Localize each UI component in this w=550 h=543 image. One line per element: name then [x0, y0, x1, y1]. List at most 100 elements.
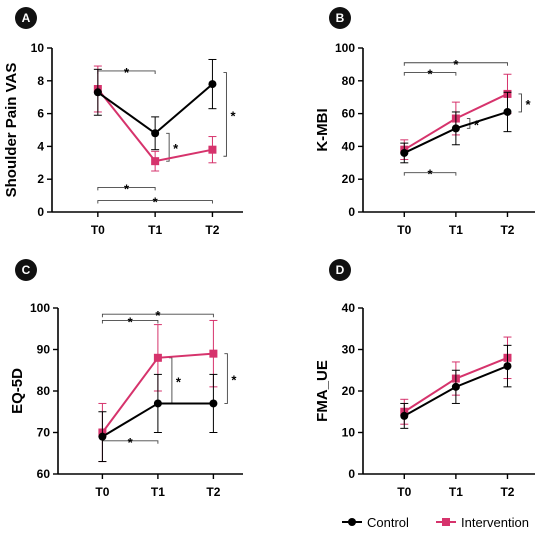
y-axis-label: K-MBI	[314, 108, 331, 151]
data-point	[151, 157, 160, 166]
significance-bracket	[101, 313, 214, 318]
legend: Control Intervention	[342, 515, 529, 530]
significance-star: *	[230, 108, 236, 123]
y-axis-label: Shoulder Pain VAS	[3, 63, 20, 198]
data-point	[98, 432, 107, 441]
significance-bracket	[403, 72, 457, 76]
panel-d: D 0 10 20 30 40 T0 T1 T2 FMA_UE	[314, 259, 535, 499]
panel-badge	[329, 259, 351, 281]
data-point	[400, 411, 409, 420]
significance-star: *	[231, 373, 237, 388]
y-tick-label: 0	[348, 467, 355, 481]
significance-bracket	[97, 186, 156, 191]
significance-star: *	[124, 181, 130, 196]
panel-letter: A	[22, 11, 31, 25]
y-tick-label: 10	[342, 426, 356, 440]
legend-item-intervention: Intervention	[436, 515, 529, 530]
x-tick-label: T0	[91, 223, 105, 237]
significance-star: *	[128, 435, 134, 450]
significance-bracket	[403, 172, 457, 176]
y-tick-label: 8	[37, 74, 44, 88]
series-control	[400, 91, 512, 164]
panel-letter: C	[22, 263, 31, 277]
x-tick-label: T0	[397, 485, 411, 499]
significance-star: *	[153, 195, 159, 210]
data-point	[503, 362, 512, 371]
x-tick-label: T1	[151, 485, 165, 499]
y-tick-label: 40	[342, 139, 356, 153]
y-tick-label: 100	[335, 41, 355, 55]
significance-star: *	[474, 117, 480, 132]
data-point	[209, 349, 218, 358]
x-tick-label: T1	[449, 485, 463, 499]
y-tick-label: 20	[342, 384, 356, 398]
legend-label: Control	[367, 515, 409, 530]
y-tick-label: 100	[30, 301, 50, 315]
data-point	[451, 124, 460, 133]
data-point	[208, 80, 217, 89]
data-point	[451, 382, 460, 391]
y-axis-label: FMA_UE	[314, 360, 331, 422]
panel-letter: B	[336, 11, 345, 25]
legend-marker	[442, 518, 450, 526]
significance-star: *	[428, 67, 434, 82]
significance-star: *	[124, 65, 130, 80]
panel-a: A 0 2 4 6 8 10 T0 T1 T2 Shoulder Pain VAS * * * * *	[3, 7, 243, 237]
significance-bracket-vertical	[223, 72, 227, 157]
panel-c: C 60 70 80 90 100 T0 T1 T2 EQ-5D * * * * *	[9, 259, 243, 499]
x-tick-label: T2	[500, 485, 514, 499]
y-tick-label: 80	[37, 384, 51, 398]
legend-item-control: Control	[342, 515, 409, 530]
y-tick-label: 70	[37, 426, 51, 440]
panel-badge	[329, 7, 351, 29]
data-point	[400, 148, 409, 157]
significance-star: *	[155, 308, 161, 323]
series-control	[98, 373, 218, 463]
x-tick-label: T0	[95, 485, 109, 499]
y-tick-label: 0	[37, 205, 44, 219]
significance-bracket	[403, 62, 508, 66]
significance-star: *	[128, 314, 134, 329]
significance-bracket	[97, 200, 213, 204]
y-tick-label: 80	[342, 74, 356, 88]
y-tick-label: 4	[37, 139, 44, 153]
data-point	[151, 129, 160, 138]
y-tick-label: 40	[342, 301, 356, 315]
series-control	[400, 344, 512, 429]
x-tick-label: T0	[397, 223, 411, 237]
significance-star: *	[176, 375, 182, 390]
significance-star: *	[525, 97, 531, 112]
significance-star: *	[428, 167, 434, 182]
y-tick-label: 6	[37, 107, 44, 121]
y-tick-label: 30	[342, 343, 356, 357]
y-tick-label: 2	[37, 172, 44, 186]
data-point	[209, 399, 218, 408]
y-tick-label: 0	[348, 205, 355, 219]
data-point	[153, 399, 162, 408]
data-point	[153, 353, 162, 362]
significance-bracket-vertical	[224, 353, 228, 404]
x-tick-label: T2	[500, 223, 514, 237]
y-tick-label: 60	[342, 107, 356, 121]
data-point	[208, 145, 217, 154]
significance-star: *	[173, 141, 179, 156]
legend-label: Intervention	[461, 515, 529, 530]
y-tick-label: 90	[37, 343, 51, 357]
y-tick-label: 60	[37, 467, 51, 481]
x-tick-label: T2	[205, 223, 219, 237]
panel-b: B 0 20 40 60 80 100 T0 T1 T2 K-MBI * * * * *	[314, 7, 535, 237]
panel-badge	[15, 259, 37, 281]
series-control	[93, 58, 217, 151]
significance-bracket-vertical	[518, 93, 522, 113]
x-tick-label: T1	[148, 223, 162, 237]
panel-letter: D	[336, 263, 345, 277]
significance-star: *	[453, 57, 459, 72]
significance-bracket-vertical	[166, 132, 170, 162]
x-tick-label: T1	[449, 223, 463, 237]
panel-badge	[15, 7, 37, 29]
y-tick-label: 10	[31, 41, 45, 55]
x-tick-label: T2	[206, 485, 220, 499]
data-point	[503, 107, 512, 116]
